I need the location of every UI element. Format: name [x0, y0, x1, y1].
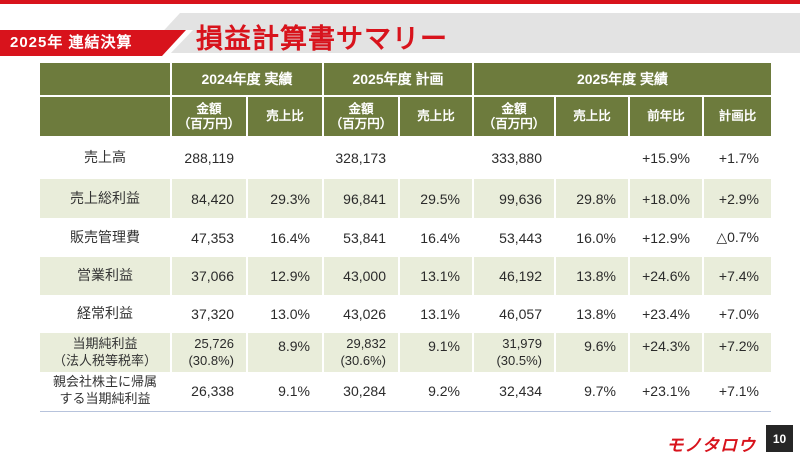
table-cell: 46,192 [474, 257, 554, 295]
table-cell: 29.8% [556, 179, 628, 218]
header-vs-plan: 計画比 [704, 97, 771, 136]
top-accent-bar [0, 0, 800, 4]
table-cell: 13.1% [420, 306, 460, 322]
header-label-cell [40, 97, 170, 136]
table-cell: 9.6% [556, 333, 628, 372]
table-cell: 333,880 [491, 149, 542, 166]
table-cell: 30,284 [343, 383, 386, 399]
row-label-ordinary-income: 経常利益 [77, 305, 133, 322]
period-badge-label: 2025年 連結決算 [0, 30, 186, 56]
header-corner-cell [40, 63, 170, 97]
table-cell: 13.8% [556, 257, 628, 295]
header-amount-fy2025-plan: 金額 （百万円） [324, 97, 398, 136]
col-group-fy2025-plan: 2025年度 計画 [324, 63, 472, 97]
title-background-strip [143, 13, 800, 53]
table-cell: 37,066 [172, 257, 246, 295]
table-cell: 9.2% [428, 383, 460, 399]
table-cell: 9.1% [278, 383, 310, 399]
table-cell [556, 136, 628, 179]
table-cell: 9.1% [400, 333, 472, 372]
table-cell: +2.9% [704, 179, 771, 218]
table-cell: 47,353 [191, 229, 234, 246]
table-cell: +18.0% [630, 179, 702, 218]
table-cell: 84,420 [172, 179, 246, 218]
table-cell: 16.4% [420, 229, 460, 246]
table-cell: +24.6% [630, 257, 702, 295]
table-cell: 16.0% [576, 229, 616, 246]
table-cell: 29.5% [400, 179, 472, 218]
table-cell: +15.9% [642, 149, 690, 166]
table-cell: 43,000 [324, 257, 398, 295]
period-badge: 2025年 連結決算 [0, 30, 193, 56]
table-cell [248, 136, 322, 179]
table-cell: +7.0% [718, 306, 759, 322]
table-cell: 43,026 [343, 306, 386, 322]
table-cell: +12.9% [642, 229, 690, 246]
table-cell: 29,832 (30.6%) [324, 333, 398, 372]
table-cell: 32,434 [499, 383, 542, 399]
table-cell: +7.2% [704, 333, 771, 372]
table-cell: +23.4% [642, 306, 690, 322]
row-label-net-income-owners-of-parent: 親会社株主に帰属 する当期純利益 [52, 374, 157, 406]
table-cell: 16.4% [270, 229, 310, 246]
header-sales-ratio-fy2024: 売上比 [248, 97, 322, 136]
table-cell: 31,979 (30.5%) [474, 333, 554, 372]
bottom-divider-line [40, 411, 771, 412]
col-group-fy2024-actual: 2024年度 実績 [172, 63, 322, 97]
header-sales-ratio-fy2025-plan: 売上比 [400, 97, 472, 136]
page-number-badge: 10 [766, 425, 793, 452]
table-cell: 37,320 [191, 306, 234, 322]
table-cell: △0.7% [716, 229, 759, 245]
header-yoy: 前年比 [630, 97, 702, 136]
table-cell: 288,119 [184, 149, 234, 166]
monotaro-logo: モノタロウ [666, 436, 756, 455]
table-cell: 53,841 [343, 229, 386, 246]
table-cell: 13.1% [400, 257, 472, 295]
header-amount-fy2024: 金額 （百万円） [172, 97, 246, 136]
table-cell: 53,443 [499, 229, 542, 246]
page-title: 損益計算書サマリー [196, 24, 448, 54]
table-cell: 13.8% [576, 306, 616, 322]
table-cell: 328,173 [335, 149, 386, 166]
table-cell: 13.0% [270, 306, 310, 322]
col-group-fy2025-actual: 2025年度 実績 [474, 63, 771, 97]
table-cell [400, 136, 472, 179]
table-cell: 25,726 (30.8%) [172, 333, 246, 372]
header-amount-fy2025-actual: 金額 （百万円） [474, 97, 554, 136]
row-label-operating-income: 営業利益 [40, 257, 170, 295]
table-cell: +23.1% [642, 383, 690, 399]
table-cell: 26,338 [191, 383, 234, 399]
table-cell: 99,636 [474, 179, 554, 218]
table-cell: 96,841 [324, 179, 398, 218]
table-cell: +24.3% [630, 333, 702, 372]
table-cell: 46,057 [499, 306, 542, 322]
row-label-sga-expenses: 販売管理費 [70, 228, 140, 245]
header-sales-ratio-fy2025-actual: 売上比 [556, 97, 628, 136]
table-cell: 29.3% [248, 179, 322, 218]
table-cell: 9.7% [584, 383, 616, 399]
table-cell: +1.7% [718, 149, 759, 166]
table-cell: +7.4% [704, 257, 771, 295]
row-label-gross-profit: 売上総利益 [40, 179, 170, 218]
table-cell: 12.9% [248, 257, 322, 295]
row-label-net-income: 当期純利益 （法人税等税率） [40, 333, 170, 372]
table-cell: 8.9% [248, 333, 322, 372]
income-statement-table: 2024年度 実績 2025年度 計画 2025年度 実績 金額 （百万円） 売… [40, 63, 771, 410]
table-cell: +7.1% [718, 383, 759, 399]
row-label-net-sales: 売上高 [84, 148, 126, 165]
